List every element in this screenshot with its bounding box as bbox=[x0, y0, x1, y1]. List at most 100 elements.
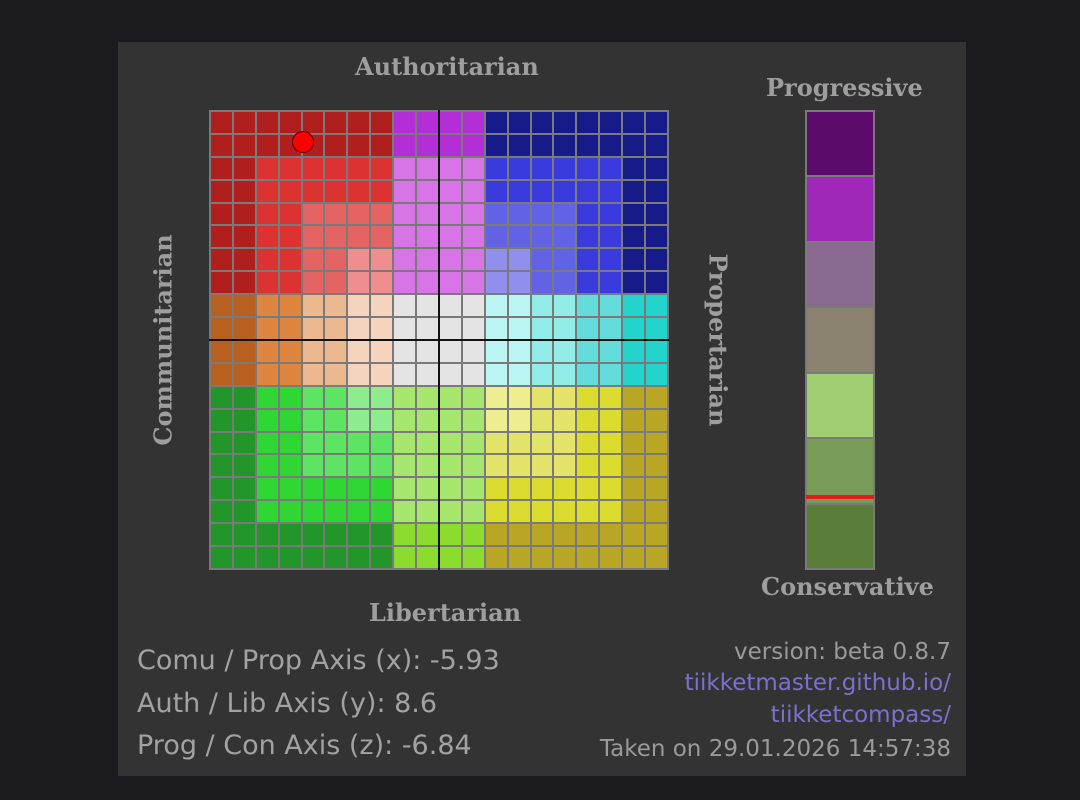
grid-cell bbox=[324, 408, 348, 432]
grid-cell bbox=[484, 454, 508, 478]
grid-cell bbox=[507, 225, 531, 249]
grid-cell bbox=[553, 111, 577, 134]
grid-cell bbox=[622, 111, 646, 134]
grid-cell bbox=[324, 248, 348, 272]
grid-cell bbox=[232, 362, 256, 386]
grid-cell bbox=[599, 362, 623, 386]
grid-cell bbox=[622, 431, 646, 455]
grid-cell bbox=[347, 202, 371, 226]
grid-cell bbox=[438, 179, 462, 203]
grid-cell bbox=[232, 294, 256, 318]
grid-cell bbox=[645, 408, 668, 432]
grid-cell bbox=[530, 362, 554, 386]
grid-cell bbox=[278, 111, 302, 134]
grid-cell bbox=[347, 271, 371, 295]
grid-cell bbox=[210, 477, 233, 501]
grid-cell bbox=[599, 546, 623, 569]
grid-cell bbox=[324, 477, 348, 501]
grid-cell bbox=[416, 111, 439, 134]
grid-cell bbox=[530, 111, 554, 134]
grid-cell bbox=[301, 385, 325, 409]
grid-cell bbox=[210, 156, 233, 180]
grid-cell bbox=[232, 133, 256, 157]
grid-cell bbox=[553, 431, 577, 455]
grid-cell bbox=[530, 294, 554, 318]
grid-cell bbox=[210, 271, 233, 295]
grid-cell bbox=[484, 225, 508, 249]
grid-cell bbox=[370, 156, 394, 180]
grid-cell bbox=[484, 202, 508, 226]
grid-cell bbox=[530, 477, 554, 501]
site-link-line-2[interactable]: tiikketcompass/ bbox=[770, 702, 951, 728]
grid-cell bbox=[347, 294, 371, 318]
y-axis-value: Auth / Lib Axis (y): 8.6 bbox=[137, 688, 438, 719]
grid-cell bbox=[255, 454, 279, 478]
grid-cell bbox=[622, 477, 646, 501]
grid-cell bbox=[278, 454, 302, 478]
grid-cell bbox=[530, 500, 554, 524]
grid-cell bbox=[553, 385, 577, 409]
grid-cell bbox=[438, 523, 462, 547]
z-bar-segment bbox=[806, 503, 874, 569]
grid-cell bbox=[530, 523, 554, 547]
grid-cell bbox=[484, 431, 508, 455]
grid-cell bbox=[576, 500, 600, 524]
grid-cell bbox=[507, 202, 531, 226]
grid-cell bbox=[370, 454, 394, 478]
grid-cell bbox=[576, 339, 600, 363]
grid-cell bbox=[507, 385, 531, 409]
grid-cell bbox=[255, 317, 279, 340]
grid-cell bbox=[210, 202, 233, 226]
z-bar-segment bbox=[806, 438, 874, 504]
grid-cell bbox=[255, 225, 279, 249]
grid-cell bbox=[324, 294, 348, 318]
grid-cell bbox=[438, 248, 462, 272]
grid-cell bbox=[210, 133, 233, 157]
grid-cell bbox=[645, 317, 668, 340]
grid-cell bbox=[393, 294, 417, 318]
grid-cell bbox=[553, 156, 577, 180]
grid-cell bbox=[438, 408, 462, 432]
grid-cell bbox=[370, 523, 394, 547]
grid-cell bbox=[599, 156, 623, 180]
label-libertarian: Libertarian bbox=[369, 598, 522, 627]
grid-cell bbox=[210, 523, 233, 547]
grid-cell bbox=[370, 362, 394, 386]
grid-cell bbox=[255, 133, 279, 157]
grid-cell bbox=[461, 156, 485, 180]
grid-cell bbox=[393, 477, 417, 501]
grid-cell bbox=[232, 271, 256, 295]
grid-cell bbox=[645, 133, 668, 157]
grid-cell bbox=[438, 546, 462, 569]
grid-cell bbox=[461, 111, 485, 134]
grid-cell bbox=[232, 179, 256, 203]
grid-cell bbox=[393, 431, 417, 455]
grid-cell bbox=[210, 385, 233, 409]
grid-cell bbox=[507, 111, 531, 134]
grid-cell bbox=[507, 362, 531, 386]
grid-cell bbox=[599, 225, 623, 249]
grid-cell bbox=[438, 133, 462, 157]
grid-cell bbox=[278, 271, 302, 295]
position-marker bbox=[291, 131, 314, 154]
grid-cell bbox=[301, 248, 325, 272]
grid-cell bbox=[484, 111, 508, 134]
site-link-line-1[interactable]: tiikketmaster.github.io/ bbox=[684, 670, 951, 696]
grid-cell bbox=[255, 248, 279, 272]
grid-cell bbox=[210, 546, 233, 569]
grid-cell bbox=[232, 454, 256, 478]
grid-cell bbox=[301, 111, 325, 134]
grid-cell bbox=[645, 385, 668, 409]
grid-cell bbox=[461, 523, 485, 547]
grid-cell bbox=[347, 408, 371, 432]
grid-cell bbox=[530, 133, 554, 157]
grid-cell bbox=[599, 408, 623, 432]
grid-cell bbox=[301, 477, 325, 501]
grid-cell bbox=[210, 454, 233, 478]
grid-cell bbox=[347, 523, 371, 547]
grid-cell bbox=[484, 339, 508, 363]
grid-cell bbox=[530, 431, 554, 455]
grid-cell bbox=[530, 454, 554, 478]
grid-cell bbox=[232, 500, 256, 524]
z-position-marker bbox=[806, 495, 874, 500]
